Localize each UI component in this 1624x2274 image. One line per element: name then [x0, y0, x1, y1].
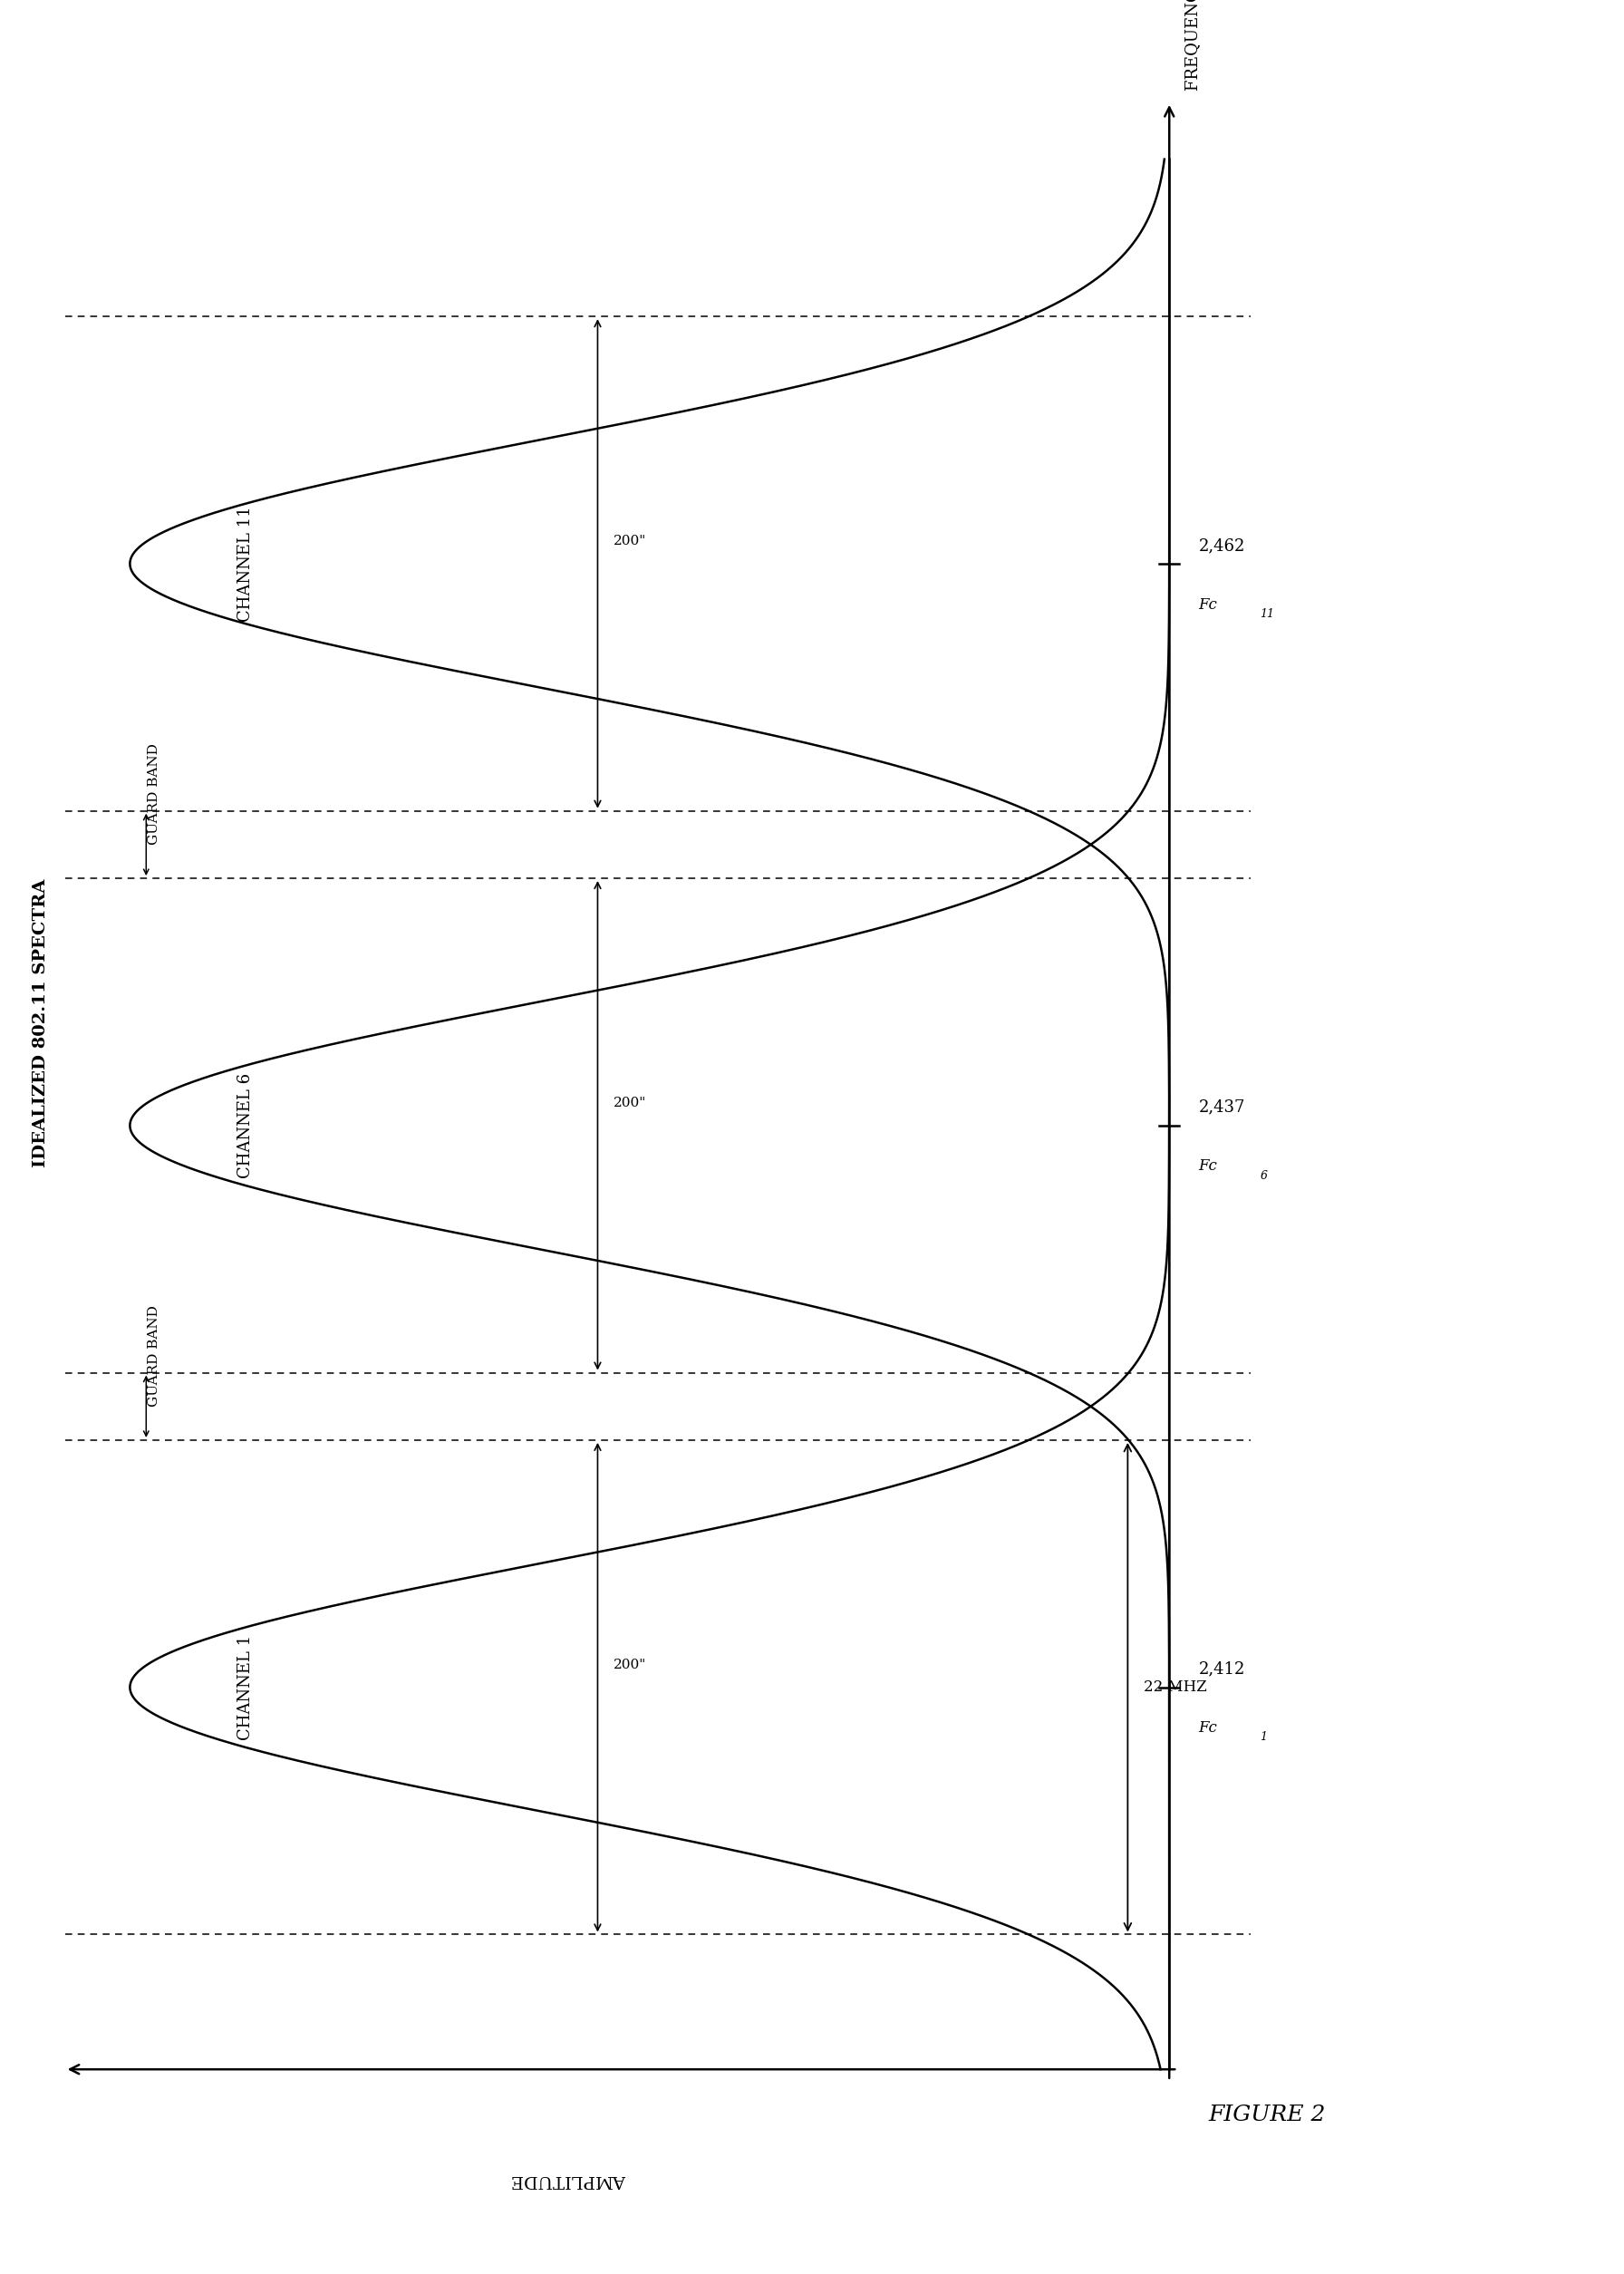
Text: 22 MHZ: 22 MHZ	[1143, 1680, 1207, 1694]
Text: GUARD BAND: GUARD BAND	[148, 744, 161, 844]
Text: CHANNEL 11: CHANNEL 11	[237, 505, 253, 621]
Text: Fc: Fc	[1199, 1160, 1218, 1173]
Text: CHANNEL 6: CHANNEL 6	[237, 1073, 253, 1178]
Text: Fc: Fc	[1199, 596, 1218, 612]
Text: AMPLITUDE: AMPLITUDE	[512, 2172, 625, 2188]
Text: FIGURE 2: FIGURE 2	[1208, 2103, 1325, 2126]
Text: 1: 1	[1260, 1731, 1267, 1744]
Text: IDEALIZED 802.11 SPECTRA: IDEALIZED 802.11 SPECTRA	[32, 880, 49, 1167]
Text: CHANNEL 1: CHANNEL 1	[237, 1635, 253, 1740]
Text: 200": 200"	[614, 1096, 646, 1110]
Text: 200": 200"	[614, 1658, 646, 1671]
Text: 2,412: 2,412	[1199, 1660, 1246, 1678]
Text: GUARD BAND: GUARD BAND	[148, 1305, 161, 1405]
Text: 2,462: 2,462	[1199, 537, 1246, 553]
Text: 2,437: 2,437	[1199, 1098, 1246, 1117]
Text: FREQUENCY (MHZ): FREQUENCY (MHZ)	[1186, 0, 1202, 91]
Text: 11: 11	[1260, 607, 1275, 619]
Text: 6: 6	[1260, 1169, 1267, 1182]
Text: Fc: Fc	[1199, 1721, 1218, 1735]
Text: 200": 200"	[614, 534, 646, 548]
